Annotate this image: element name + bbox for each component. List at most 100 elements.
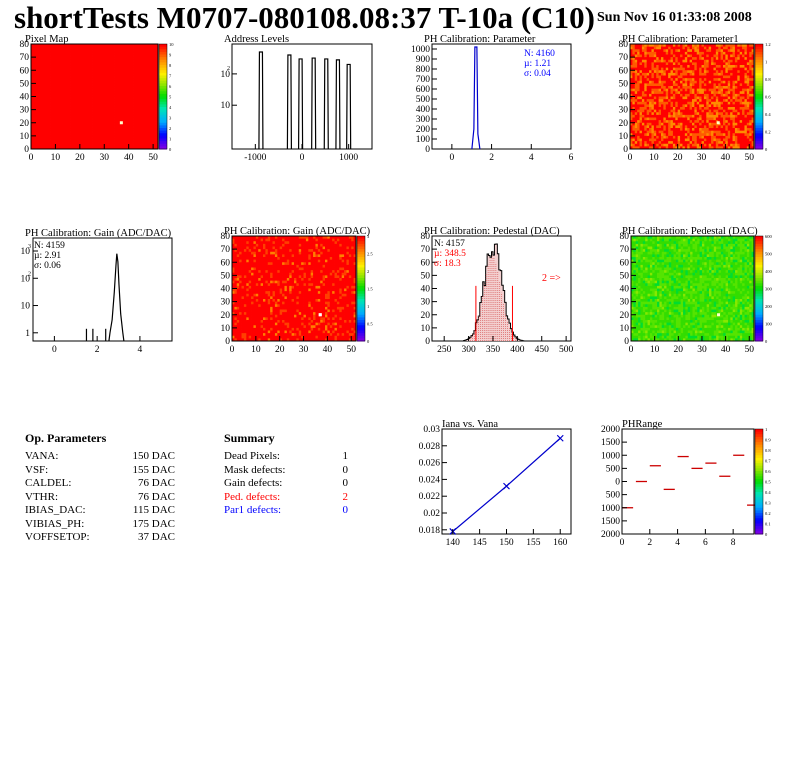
heatmap-cell: [649, 143, 652, 147]
heatmap-cell: [263, 338, 266, 342]
heatmap-cell: [77, 143, 81, 147]
heatmap-cell: [96, 78, 100, 82]
heatmap-cell: [140, 78, 144, 82]
heatmap-cell: [708, 112, 712, 116]
heatmap-cell: [692, 109, 695, 113]
heatmap-cell: [699, 44, 702, 48]
heatmap-cell: [45, 141, 49, 145]
colorbar-band: [755, 86, 763, 90]
heatmap-cell: [84, 62, 88, 66]
heatmap-cell: [82, 57, 86, 61]
heatmap-cell: [653, 107, 657, 111]
heatmap-cell: [706, 138, 710, 142]
heatmap-cell: [77, 91, 81, 95]
heatmap-cell: [52, 114, 56, 118]
heatmap-cell: [682, 83, 686, 87]
heatmap-cell: [234, 257, 238, 261]
heatmap-cell: [106, 72, 110, 76]
heatmap-cell: [699, 72, 702, 76]
heatmap-cell: [258, 262, 262, 266]
heatmap-cell: [751, 88, 755, 92]
colorbar-band: [755, 107, 763, 111]
heatmap-cell: [699, 104, 702, 108]
heatmap-cell: [708, 130, 712, 134]
heatmap-cell: [742, 59, 745, 63]
heatmap-cell: [74, 99, 78, 103]
heatmap-cell: [138, 117, 142, 121]
heatmap-cell: [72, 91, 76, 95]
heatmap-cell: [692, 112, 695, 116]
heatmap-cell: [682, 122, 686, 126]
heatmap-cell: [656, 125, 660, 129]
heatmap-cell: [136, 93, 139, 97]
heatmap-cell: [114, 80, 117, 84]
heatmap-cell: [92, 141, 95, 145]
heatmap-cell: [699, 51, 702, 55]
heatmap-cell: [121, 122, 125, 126]
heatmap-cell: [746, 112, 750, 116]
heatmap-cell: [52, 91, 56, 95]
heatmap-cell: [682, 117, 686, 121]
heatmap-cell: [696, 101, 700, 105]
heatmap-cell: [60, 125, 64, 129]
heatmap-cell: [680, 135, 683, 139]
heatmap-cell: [723, 88, 726, 92]
heatmap-cell: [715, 99, 719, 103]
heatmap-cell: [92, 122, 95, 126]
heatmap-cell: [89, 67, 93, 71]
heatmap-cell: [689, 65, 693, 69]
heatmap-cell: [715, 65, 719, 69]
heatmap-cell: [639, 91, 643, 95]
heatmap-cell: [101, 67, 105, 71]
heatmap-cell: [65, 128, 69, 132]
heatmap-cell: [677, 57, 681, 61]
heatmap-cell: [43, 143, 47, 147]
heatmap-cell: [55, 125, 59, 129]
heatmap-cell: [241, 270, 245, 274]
heatmap-cell: [694, 125, 698, 129]
heatmap-cell: [121, 109, 125, 113]
heatmap-cell: [118, 44, 122, 48]
heatmap-cell: [52, 141, 56, 145]
heatmap-cell: [234, 322, 238, 326]
heatmap-cell: [703, 125, 707, 129]
heatmap-cell: [45, 72, 49, 76]
heatmap-cell: [239, 299, 242, 303]
heatmap-cell: [131, 62, 134, 66]
heatmap-cell: [234, 299, 238, 303]
heatmap-cell: [665, 93, 669, 97]
heatmap-cell: [70, 46, 73, 50]
colorbar-band: [755, 128, 763, 132]
heatmap-cell: [40, 59, 44, 63]
heatmap-cell: [87, 130, 91, 134]
heatmap-cell: [50, 59, 54, 63]
heatmap-cell: [45, 91, 49, 95]
heatmap-cell: [243, 327, 247, 331]
heatmap-cell: [133, 104, 137, 108]
y-tick-label: 60: [619, 66, 629, 76]
heatmap-cell: [60, 67, 64, 71]
heatmap-cell: [668, 135, 671, 139]
heatmap-cell: [121, 138, 125, 142]
heatmap-cell: [656, 135, 660, 139]
heatmap-cell: [62, 99, 66, 103]
heatmap-cell: [72, 135, 76, 139]
heatmap-cell: [133, 49, 137, 53]
heatmap-cell: [62, 62, 66, 66]
heatmap-cell: [114, 93, 117, 97]
heatmap-cell: [153, 130, 156, 134]
colorbar-band: [159, 96, 167, 100]
heatmap-cell: [253, 333, 257, 337]
heatmap-cell: [734, 122, 738, 126]
heatmap-cell: [136, 117, 139, 121]
colorbar-tick-label: 2: [169, 126, 171, 131]
heatmap-cell: [74, 65, 78, 69]
heatmap-cell: [711, 65, 714, 69]
heatmap-cell: [140, 112, 144, 116]
heatmap-cell: [74, 75, 78, 79]
heatmap-cell: [67, 112, 71, 116]
heatmap-cell: [96, 91, 100, 95]
heatmap-cell: [701, 59, 705, 63]
heatmap-cell: [720, 49, 724, 53]
heatmap-cell: [646, 130, 650, 134]
